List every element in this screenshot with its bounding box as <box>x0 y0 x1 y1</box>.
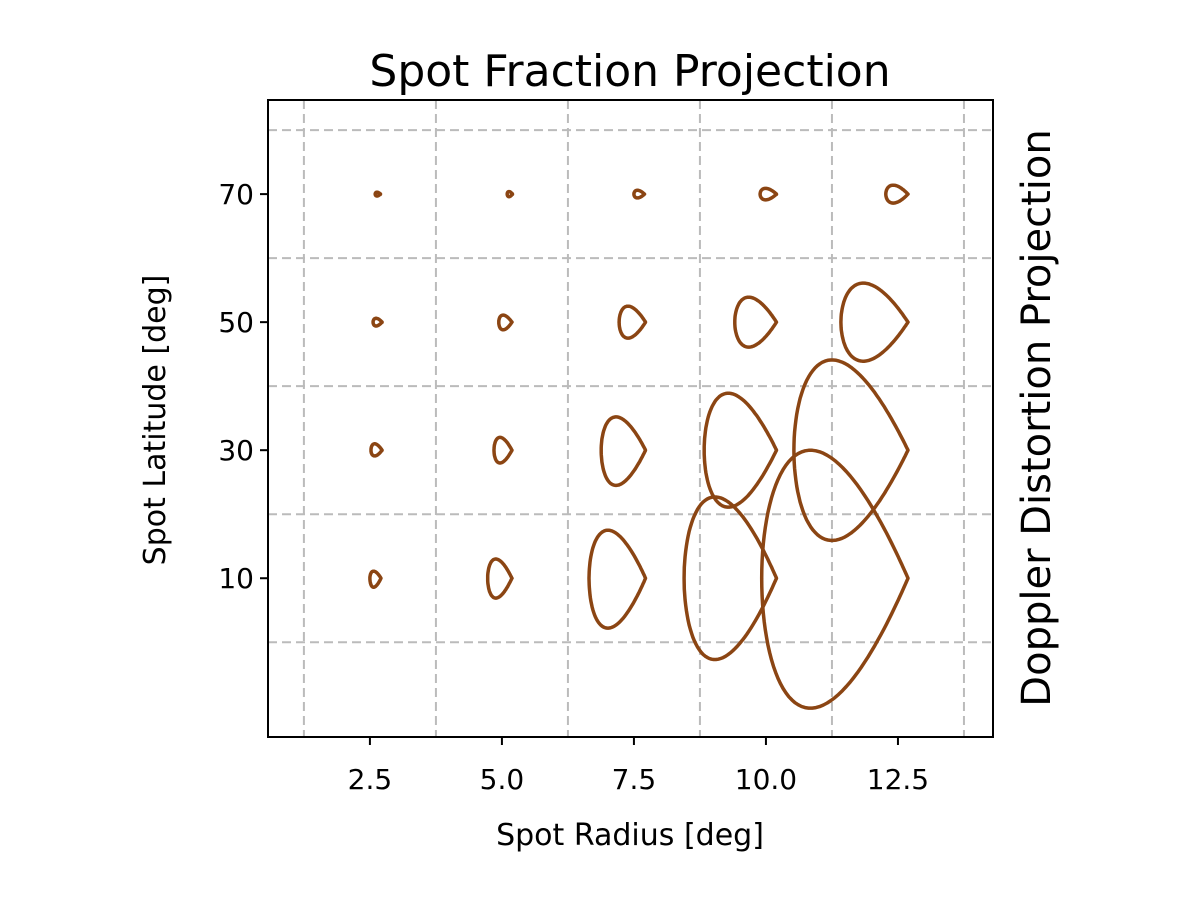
x-tick-label: 5.0 <box>480 763 525 796</box>
x-tick-label: 10.0 <box>735 763 797 796</box>
contour <box>371 316 384 328</box>
contour <box>792 358 910 543</box>
x-tick-label: 7.5 <box>612 763 657 796</box>
contour <box>702 391 779 509</box>
contour <box>373 190 383 198</box>
y-tick-label: 10 <box>218 562 254 595</box>
contour <box>587 528 648 630</box>
chart-title: Spot Fraction Projection <box>369 46 890 97</box>
y-tick-label: 30 <box>218 434 254 467</box>
contour <box>368 569 383 589</box>
x-tick-label: 12.5 <box>867 763 929 796</box>
contour <box>492 435 514 465</box>
contour <box>632 188 647 200</box>
plot-frame <box>267 99 994 738</box>
contour <box>758 186 779 202</box>
y-tick-label: 50 <box>218 306 254 339</box>
contour <box>884 183 910 205</box>
y-axis-label: Spot Latitude [deg] <box>138 275 173 566</box>
x-axis-label: Spot Radius [deg] <box>496 818 764 853</box>
contour <box>599 415 648 488</box>
contour <box>505 189 515 199</box>
contour <box>497 313 514 332</box>
contour <box>485 557 514 600</box>
x-tick-label: 2.5 <box>348 763 393 796</box>
contour <box>369 442 384 458</box>
y-tick-label: 70 <box>218 178 254 211</box>
contour <box>759 448 910 710</box>
right-axis-label: Doppler Distortion Projection <box>1014 129 1060 706</box>
contour <box>617 304 648 340</box>
contour <box>839 281 910 363</box>
contour <box>733 295 779 349</box>
contour <box>682 495 779 662</box>
